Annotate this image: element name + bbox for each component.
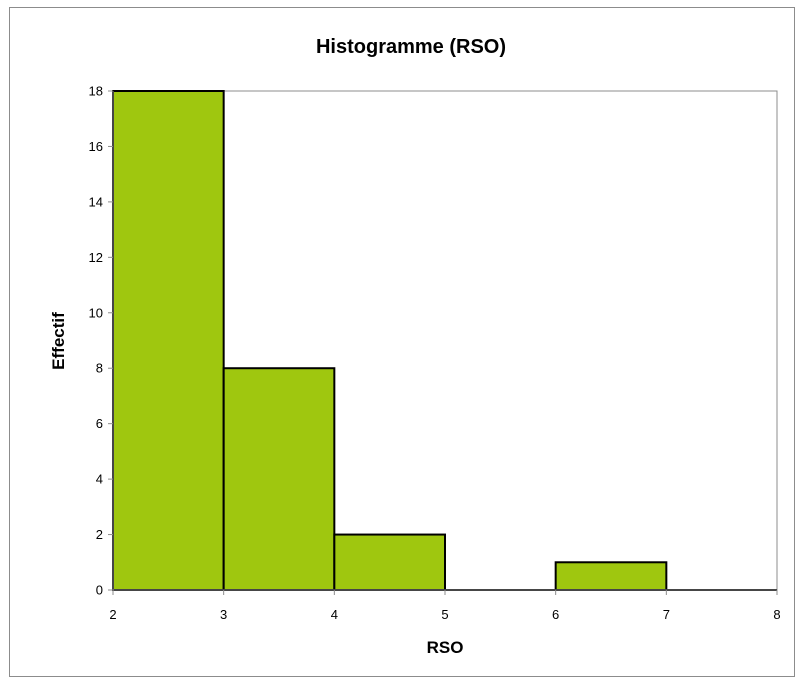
y-tick-label: 10 <box>89 305 103 320</box>
y-axis-label: Effectif <box>49 312 68 370</box>
histogram-bar-2 <box>333 533 447 591</box>
y-tick-label: 18 <box>89 84 103 99</box>
x-tick-label: 6 <box>552 607 559 622</box>
x-tick-label: 5 <box>441 607 448 622</box>
y-tick-label: 0 <box>96 583 103 598</box>
x-tick-label: 3 <box>220 607 227 622</box>
y-tick-label: 4 <box>96 472 103 487</box>
y-tick-label: 2 <box>96 527 103 542</box>
y-tick-label: 6 <box>96 416 103 431</box>
x-axis-label: RSO <box>427 638 464 657</box>
x-tick-label: 8 <box>773 607 780 622</box>
x-tick-label: 7 <box>663 607 670 622</box>
x-tick-label: 4 <box>331 607 338 622</box>
y-tick-label: 14 <box>89 194 103 209</box>
y-tick-label: 16 <box>89 139 103 154</box>
y-tick-label: 8 <box>96 361 103 376</box>
y-tick-label: 12 <box>89 250 103 265</box>
y-axis: 0 2 4 6 8 10 12 14 16 18 <box>89 84 114 598</box>
x-axis: 2 3 4 5 6 7 8 <box>109 589 781 622</box>
bars-group <box>112 90 777 591</box>
histogram-bar-4 <box>554 561 668 591</box>
histogram-bar-0 <box>112 90 225 591</box>
chart-title: Histogramme (RSO) <box>316 36 506 58</box>
x-tick-label: 2 <box>109 607 116 622</box>
histogram-bar-1 <box>222 367 336 591</box>
